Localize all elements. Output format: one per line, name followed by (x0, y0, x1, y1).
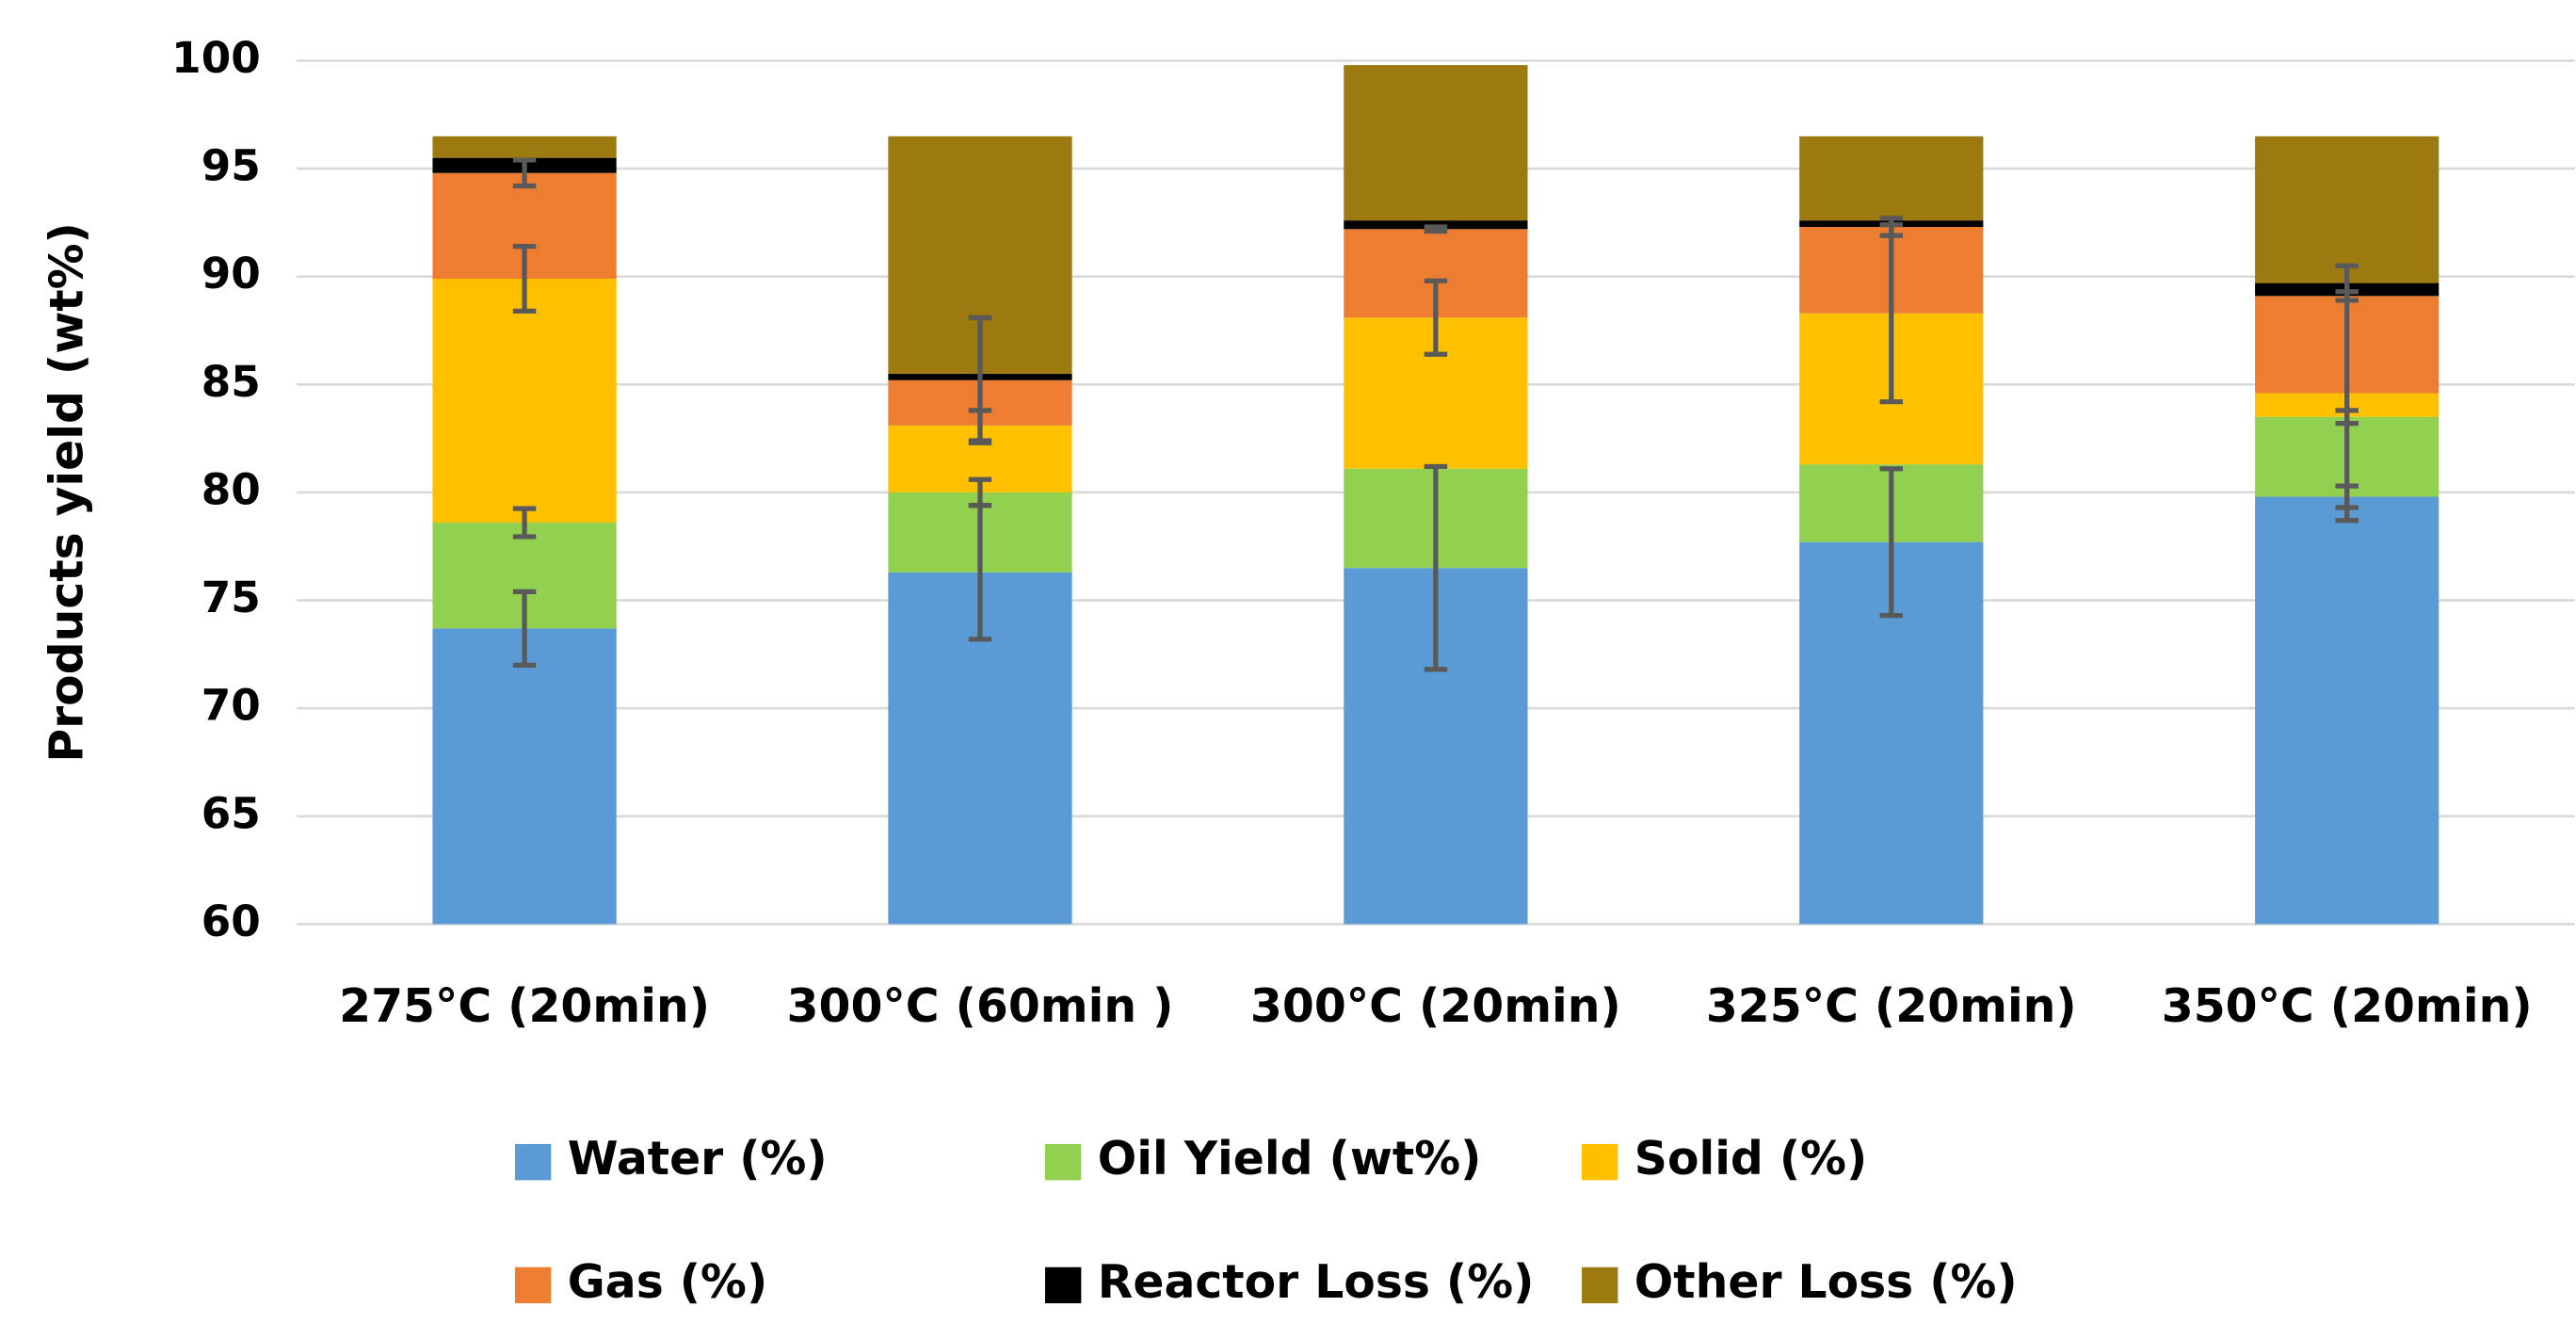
legend-swatch (514, 1267, 552, 1304)
y-tick-label: 70 (201, 681, 261, 731)
y-tick-label: 80 (201, 464, 261, 514)
y-tick-label: 100 (171, 33, 261, 83)
error-bar (512, 157, 537, 189)
bar-segment (1799, 136, 1984, 221)
legend-label: Solid (%) (1634, 1132, 1868, 1186)
x-tick-label: 350°C (20min) (2162, 979, 2533, 1033)
error-bar (512, 244, 537, 315)
error-bar (968, 315, 992, 445)
y-tick-label: 75 (201, 573, 261, 622)
x-tick-label: 300°C (60min ) (787, 979, 1174, 1033)
legend-label: Reactor Loss (%) (1098, 1255, 1535, 1309)
legend-label: Gas (%) (568, 1255, 768, 1309)
legend-swatch (1045, 1143, 1082, 1181)
bar-segment (432, 279, 617, 524)
bar-segment (432, 628, 617, 925)
error-bar (968, 476, 992, 508)
error-bar (1424, 224, 1448, 234)
error-bar (1879, 216, 1903, 238)
bar-segment (2255, 136, 2439, 283)
error-bar (512, 506, 537, 540)
y-tick-label: 95 (201, 141, 261, 191)
bar-segment (1344, 65, 1528, 221)
bar-segment (432, 136, 617, 158)
y-axis-label: Products yield (wt%) (40, 222, 94, 762)
x-tick-label: 275°C (20min) (339, 979, 710, 1033)
y-tick-label: 85 (201, 357, 261, 407)
legend-swatch (514, 1143, 552, 1181)
x-tick-label: 325°C (20min) (1706, 979, 2077, 1033)
legend-swatch (1045, 1267, 1082, 1304)
legend-swatch (1582, 1143, 1618, 1181)
x-tick-label: 300°C (20min) (1250, 979, 1621, 1033)
y-tick-label: 65 (201, 788, 261, 838)
bar-segment (2255, 496, 2439, 925)
error-bar (2335, 289, 2359, 303)
legend-swatch (1582, 1267, 1618, 1304)
y-tick-label: 60 (201, 896, 261, 946)
error-bar (1424, 278, 1448, 357)
error-bar (2335, 263, 2359, 524)
error-bar (512, 589, 537, 668)
error-bar (1424, 463, 1448, 672)
legend-label: Water (%) (568, 1132, 828, 1186)
legend-label: Oil Yield (wt%) (1098, 1132, 1482, 1186)
error-bar (1879, 466, 1903, 619)
y-tick-label: 90 (201, 249, 261, 298)
legend-label: Other Loss (%) (1634, 1255, 2018, 1309)
